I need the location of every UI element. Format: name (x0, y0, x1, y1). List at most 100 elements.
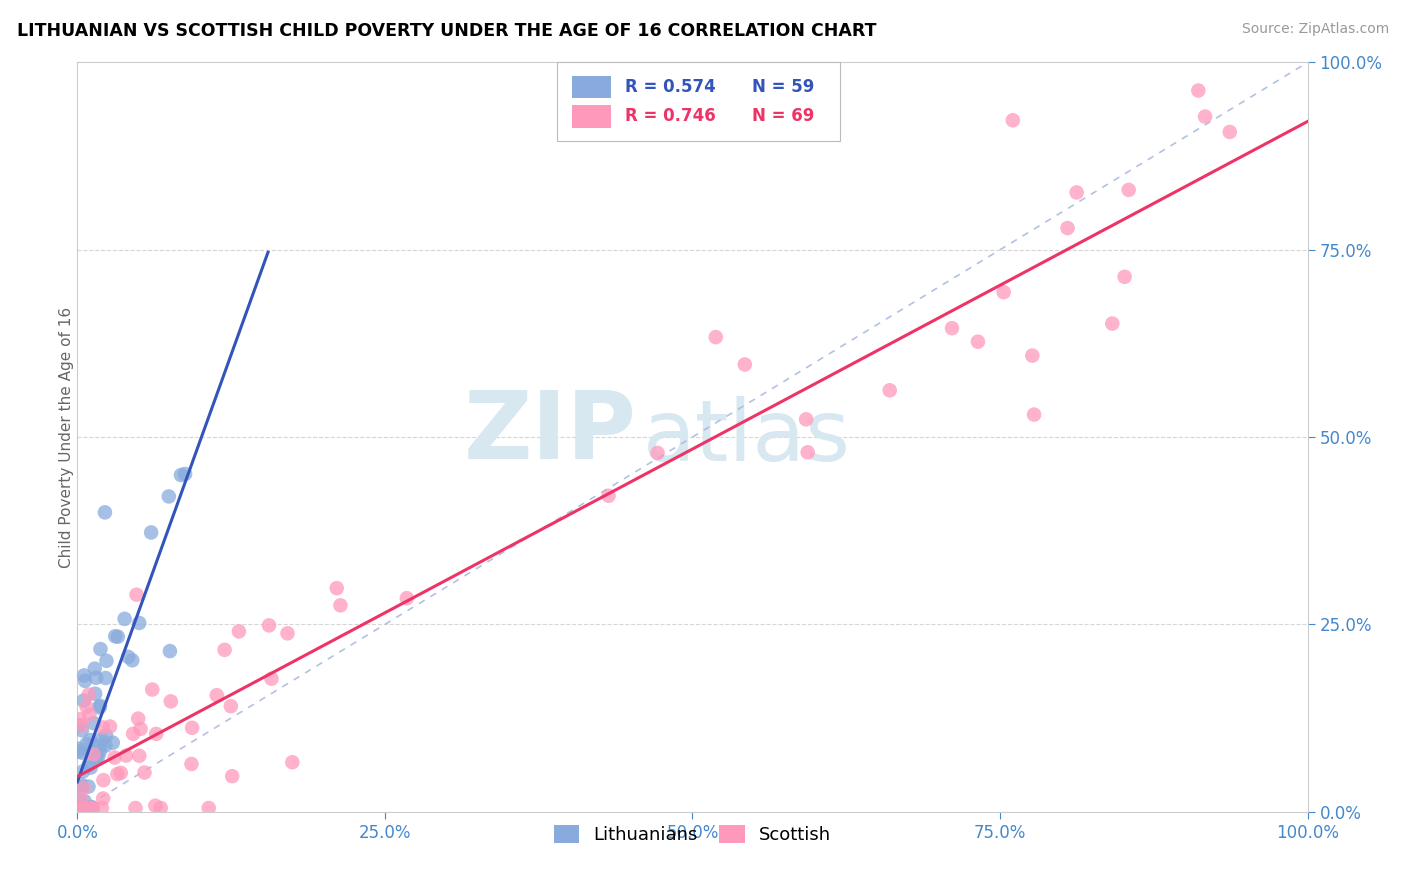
Point (180, 756, 202, 771)
Point (67, 801, 90, 815)
Point (326, 581, 349, 595)
Point (704, 330, 727, 344)
Point (87, 749, 110, 764)
Point (1066, 186, 1088, 200)
Point (90, 801, 112, 815)
Point (214, 643, 236, 657)
Text: N = 59: N = 59 (752, 78, 814, 96)
Point (67, 741, 90, 756)
Point (260, 672, 283, 686)
Point (73, 673, 96, 688)
Text: Source: ZipAtlas.com: Source: ZipAtlas.com (1241, 22, 1389, 37)
Bar (572, 105, 612, 128)
Point (67, 801, 90, 815)
Point (967, 334, 990, 349)
Point (1194, 110, 1216, 124)
Point (276, 626, 298, 640)
Point (121, 653, 143, 667)
Point (72, 801, 94, 815)
Text: R = 0.746: R = 0.746 (624, 107, 716, 126)
Point (329, 599, 352, 613)
Point (110, 765, 132, 780)
Point (221, 769, 243, 783)
Point (197, 801, 219, 815)
Point (70, 723, 93, 738)
Point (72, 764, 94, 779)
Point (80, 801, 103, 815)
Point (159, 644, 181, 658)
Point (70, 778, 93, 792)
Point (86, 750, 108, 764)
Point (941, 321, 963, 335)
Legend: Lithuanians, Scottish: Lithuanians, Scottish (547, 818, 838, 851)
Point (181, 721, 204, 735)
Point (104, 629, 127, 643)
Point (149, 801, 172, 815)
Point (125, 588, 148, 602)
Point (79, 733, 101, 747)
Point (70, 718, 93, 732)
Point (1056, 221, 1078, 235)
Point (69, 712, 91, 726)
Point (89, 743, 111, 757)
Point (70, 746, 93, 760)
Point (77, 758, 100, 772)
Point (80, 760, 103, 774)
Point (143, 798, 166, 813)
Point (205, 688, 228, 702)
Bar (572, 76, 612, 98)
Point (94, 671, 117, 685)
Point (89, 698, 111, 713)
Point (72, 801, 94, 815)
Point (73, 794, 96, 808)
Y-axis label: Child Poverty Under the Age of 16: Child Poverty Under the Age of 16 (59, 307, 73, 567)
Text: atlas: atlas (644, 395, 851, 479)
Point (69, 801, 91, 815)
Point (70, 780, 93, 795)
Bar (557, 62, 841, 141)
Point (84, 687, 107, 701)
Point (1114, 269, 1136, 284)
Point (91, 720, 114, 734)
Point (89, 642, 111, 657)
Point (141, 525, 163, 540)
Text: ZIP: ZIP (464, 387, 637, 479)
Point (79, 801, 101, 815)
Point (145, 727, 167, 741)
Point (117, 649, 139, 664)
Point (73, 668, 96, 682)
Point (83, 716, 105, 731)
Point (70, 793, 93, 807)
Point (94, 729, 117, 743)
Point (1118, 183, 1140, 197)
Point (124, 801, 146, 815)
Point (72, 801, 94, 815)
Point (77, 801, 100, 815)
Point (96, 654, 118, 668)
Point (598, 489, 620, 503)
Point (107, 630, 129, 644)
Point (70, 801, 93, 815)
Point (76, 699, 98, 714)
Point (83, 662, 105, 676)
Point (94, 505, 117, 519)
Point (72, 693, 94, 707)
Point (77, 688, 100, 702)
Point (90, 731, 112, 746)
Text: LITHUANIAN VS SCOTTISH CHILD POVERTY UNDER THE AGE OF 16 CORRELATION CHART: LITHUANIAN VS SCOTTISH CHILD POVERTY UND… (17, 22, 876, 40)
Point (101, 736, 124, 750)
Point (89, 739, 111, 753)
Point (647, 446, 669, 460)
Point (1101, 317, 1123, 331)
Point (1187, 83, 1209, 97)
Point (1021, 349, 1043, 363)
Point (134, 765, 156, 780)
Point (128, 615, 150, 630)
Text: R = 0.574: R = 0.574 (624, 78, 716, 96)
Point (122, 727, 145, 741)
Point (993, 285, 1015, 300)
Point (141, 682, 163, 697)
Point (734, 358, 756, 372)
Point (796, 445, 818, 459)
Point (1022, 408, 1045, 422)
